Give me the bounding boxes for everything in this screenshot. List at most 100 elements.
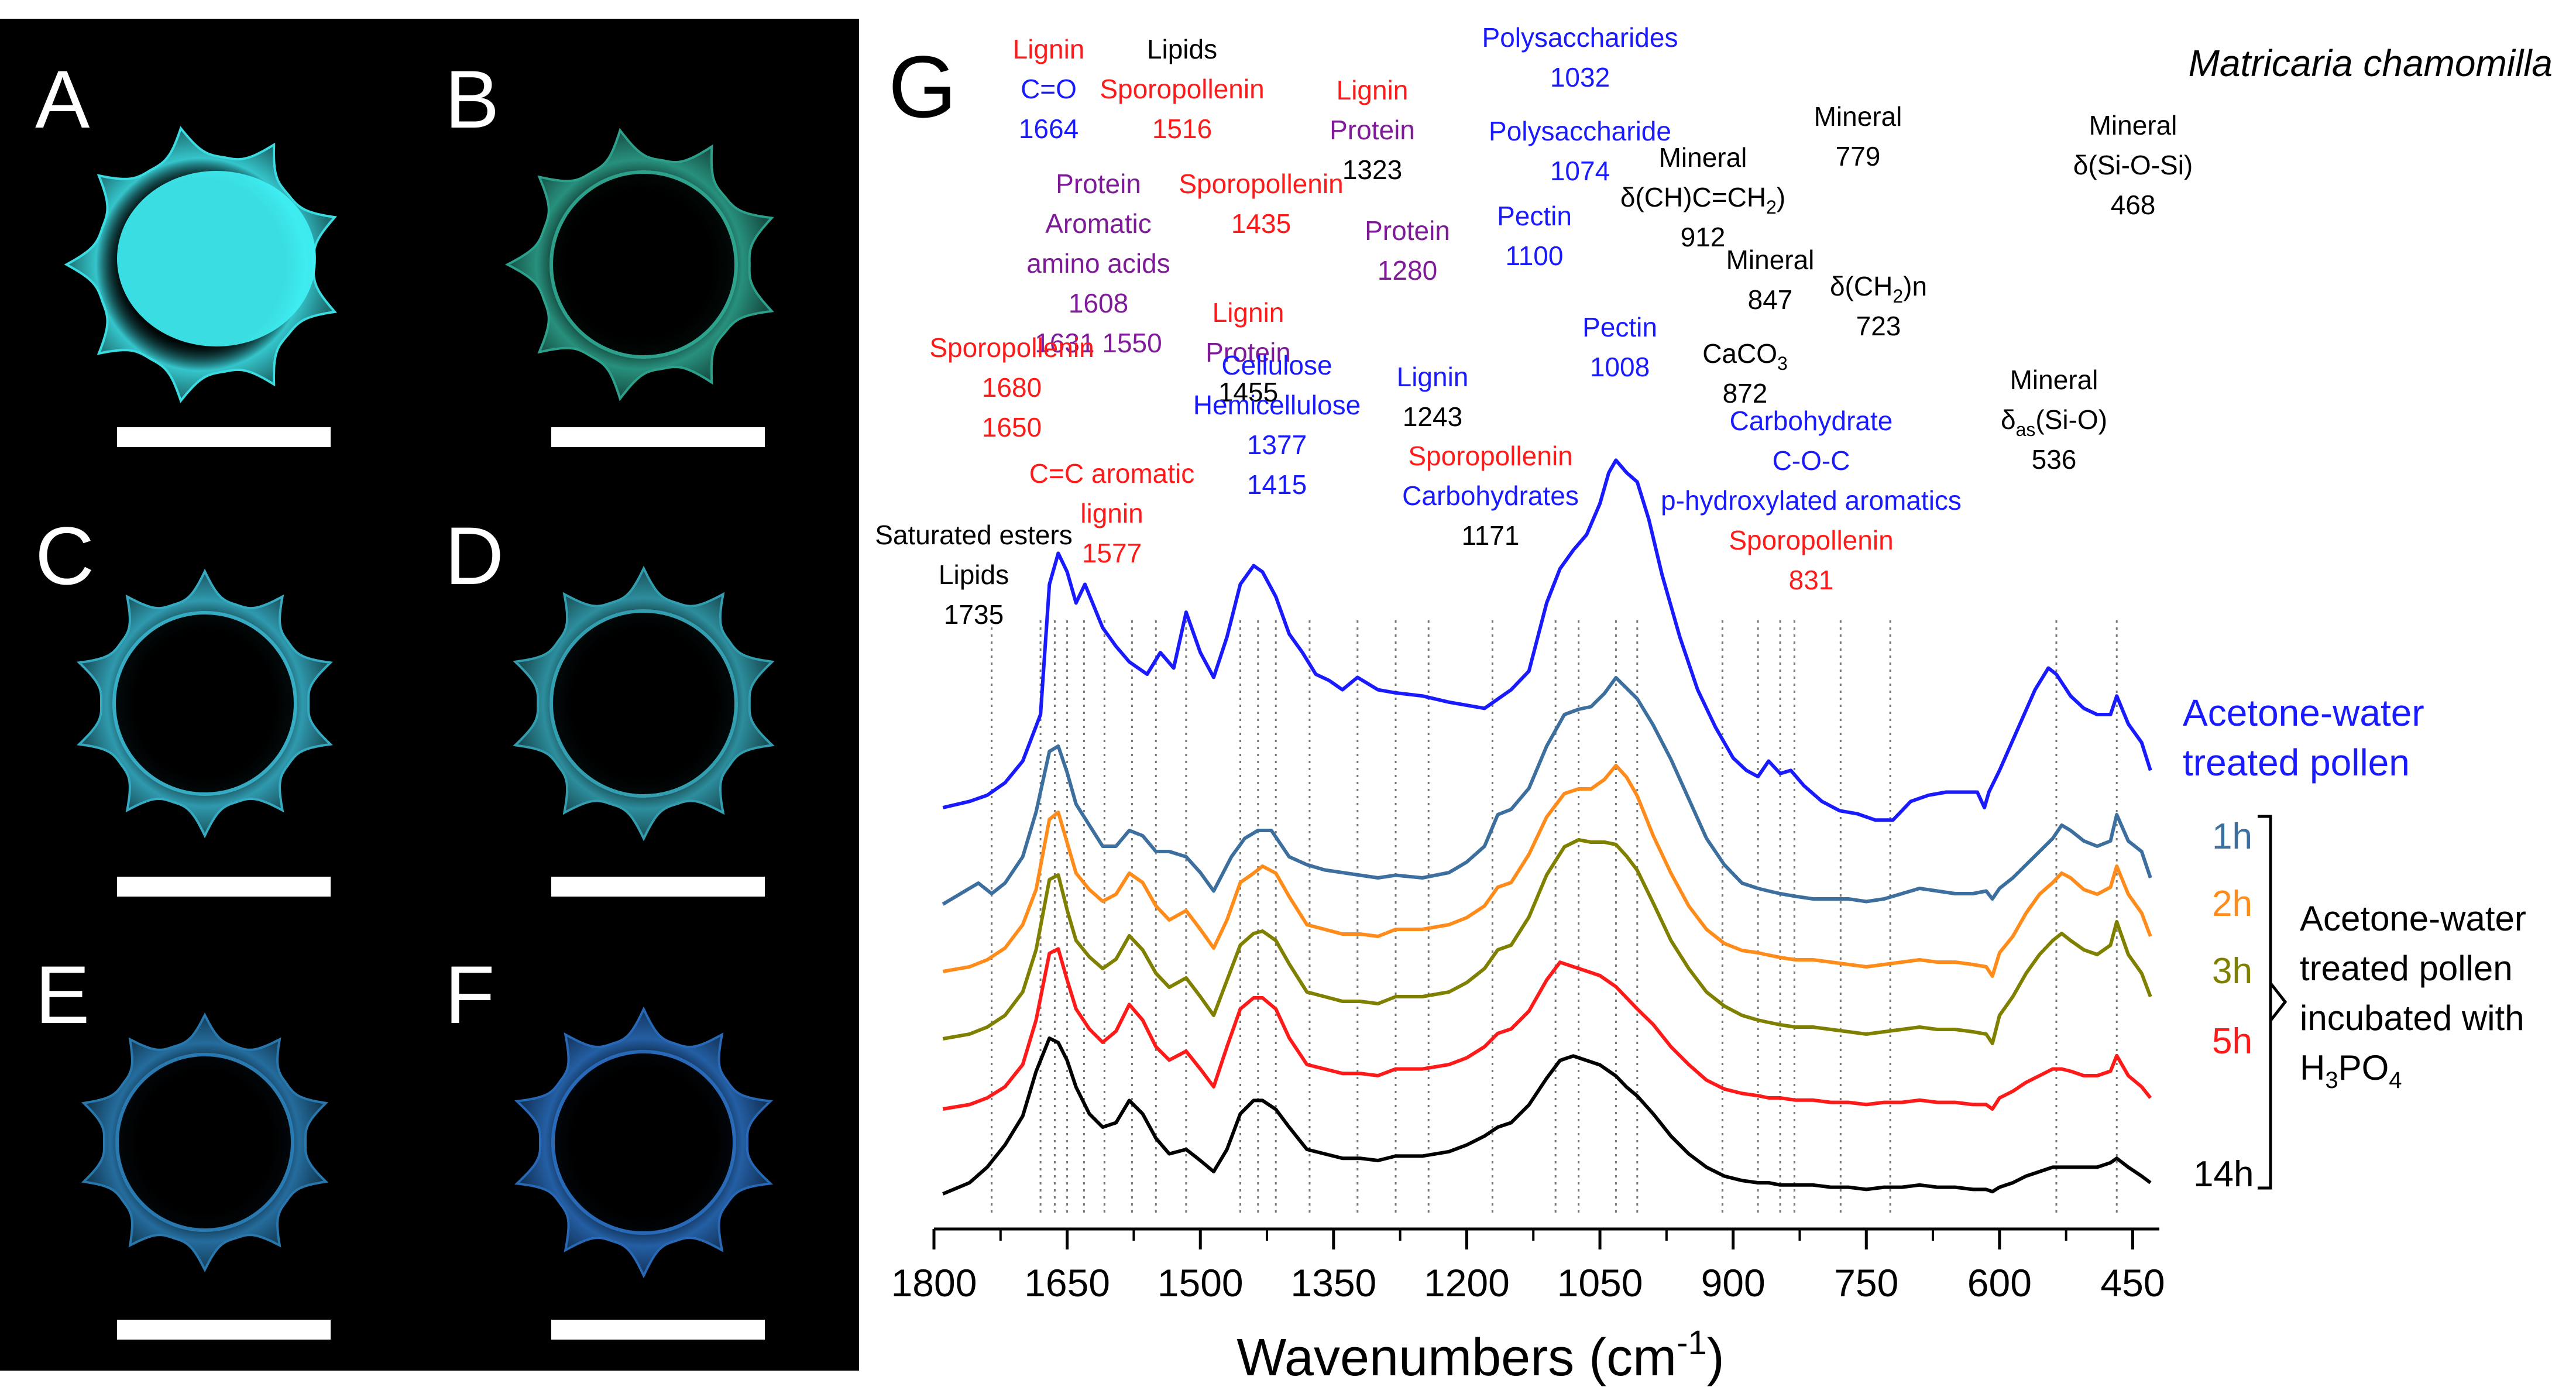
micrograph-panel: [0, 19, 859, 1371]
series-labels: Acetone-water treated pollen 1h 2h 3h 5h 14h: [2183, 692, 2424, 1194]
annotation-14-line-2: 1650: [982, 412, 1042, 442]
x-tick-label-450: 450: [2100, 1261, 2165, 1304]
panel-label-c: C: [35, 510, 95, 602]
annotation-22-line-0: Mineral: [2010, 365, 2098, 395]
x-tick-label-1800: 1800: [891, 1261, 977, 1304]
annotation-23-line-0: C=C aromatic: [1029, 458, 1194, 489]
annotation-11-line-1: 1280: [1378, 255, 1437, 286]
annotation-3-line-1: 1032: [1550, 62, 1610, 92]
annotation-1-line-0: Lipids: [1147, 34, 1217, 64]
bracket-label-line-2: treated pollen: [2300, 949, 2513, 988]
x-tick-label-1500: 1500: [1158, 1261, 1244, 1304]
scale-bar-b: [551, 427, 765, 447]
bracket-brace: [2269, 982, 2288, 1022]
bracket-label-line-1: Acetone-water: [2300, 899, 2526, 938]
annotation-16-line-1: 1243: [1403, 401, 1462, 432]
annotation-2-line-0: Lignin: [1337, 75, 1409, 105]
annotation-0-line-1: C=O: [1021, 74, 1077, 104]
annotation-21-line-1: C-O-C: [1773, 445, 1850, 476]
series-line-2: [942, 764, 2152, 978]
x-tick-label-600: 600: [1967, 1261, 2032, 1304]
annotation-0-line-2: 1664: [1019, 114, 1079, 144]
annotation-6-line-2: 912: [1681, 222, 1726, 252]
bracket: [2258, 815, 2272, 1190]
annotation-7-line-1: 779: [1836, 141, 1881, 171]
scale-bar-d: [551, 877, 765, 897]
panel-label-e: E: [35, 949, 90, 1041]
x-tick-label-1650: 1650: [1024, 1261, 1110, 1304]
annotation-18-line-0: CaCO3: [1702, 338, 1788, 374]
annotation-2-line-2: 1323: [1342, 155, 1402, 185]
x-tick-label-750: 750: [1834, 1261, 1898, 1304]
annotation-11-line-0: Protein: [1365, 215, 1450, 246]
annotation-20-line-1: Carbohydrates: [1402, 480, 1579, 511]
annotation-9-line-0: Protein: [1056, 169, 1141, 199]
x-axis-label: Wavenumbers (cm-1): [1237, 1324, 1724, 1387]
series-line-0: [942, 458, 2152, 822]
annotation-14-line-1: 1680: [982, 372, 1042, 403]
series-label-4: 5h: [2212, 1021, 2252, 1062]
series-label-0-line-0: Acetone-water: [2183, 692, 2424, 734]
annotation-10-line-0: Sporopollenin: [1179, 169, 1343, 199]
annotation-21-line-4: 831: [1789, 565, 1834, 595]
scale-bar-e: [117, 1320, 331, 1340]
band-annotations: Lignin C=O 1664 Lipids Sporopollenin 1516 Lign…: [875, 22, 2193, 630]
annotation-20-line-0: Sporopollenin: [1408, 441, 1572, 471]
annotation-4-line-1: 1074: [1550, 156, 1610, 186]
panel-label-f: F: [445, 949, 495, 1041]
annotation-7-line-0: Mineral: [1814, 101, 1902, 132]
annotation-9-line-3: 1608: [1069, 288, 1128, 318]
annotation-15-line-1: Protein: [1205, 337, 1291, 368]
annotation-15-line-2: 1455: [1218, 377, 1278, 407]
annotation-17-line-1: 1008: [1590, 352, 1650, 382]
annotation-19-line-0: Cellulose: [1221, 350, 1332, 380]
series-label-2: 2h: [2212, 884, 2252, 924]
band-guide-lines: [991, 620, 2118, 1214]
annotation-5-line-0: Pectin: [1497, 201, 1572, 231]
panel-label-g: G: [888, 37, 957, 136]
annotation-24-line-0: Saturated esters: [875, 520, 1073, 550]
annotation-12-line-0: Mineral: [1726, 245, 1815, 275]
series-line-3: [942, 838, 2152, 1045]
series-line-5: [942, 1036, 2152, 1196]
annotation-4-line-0: Polysaccharide: [1489, 116, 1671, 146]
annotation-6-line-0: Mineral: [1659, 142, 1747, 173]
bracket-formula: H3PO4: [2300, 1048, 2402, 1093]
annotation-8-line-2: 468: [2111, 190, 2156, 220]
x-tick-label-1050: 1050: [1557, 1261, 1643, 1304]
annotation-13-line-0: δ(CH2)n: [1830, 271, 1927, 307]
x-axis: 1800 1650 1500 1350 1200 1050 900 750 600 450: [891, 1227, 2165, 1304]
panel-label-b: B: [445, 53, 500, 145]
annotation-21-line-3: Sporopollenin: [1729, 525, 1893, 555]
annotation-9-line-2: amino acids: [1026, 248, 1170, 279]
annotation-22-line-2: 536: [2032, 444, 2077, 475]
annotation-9-line-4: 1631 1550: [1035, 328, 1162, 358]
annotation-10-line-1: 1435: [1231, 208, 1291, 239]
series-label-3: 3h: [2212, 951, 2252, 991]
annotation-3-line-0: Polysaccharides: [1482, 22, 1678, 53]
scale-bar-c: [117, 877, 331, 897]
annotation-21-line-0: Carbohydrate: [1730, 406, 1893, 436]
x-tick-label-900: 900: [1701, 1261, 1766, 1304]
chart-title: Matricaria chamomilla: [2189, 42, 2553, 84]
annotation-9-line-1: Aromatic: [1045, 208, 1151, 239]
scale-bar-f: [551, 1320, 765, 1340]
annotation-1-line-2: 1516: [1152, 114, 1212, 144]
annotation-19-line-2: 1377: [1247, 430, 1307, 460]
annotation-0-line-0: Lignin: [1013, 34, 1085, 64]
annotation-8-line-0: Mineral: [2089, 110, 2177, 140]
annotation-18-line-1: 872: [1723, 378, 1768, 408]
x-tick-label-1200: 1200: [1424, 1261, 1510, 1304]
annotation-1-line-1: Sporopollenin: [1100, 74, 1264, 104]
scale-bar-a: [117, 427, 331, 447]
annotation-23-line-1: lignin: [1080, 498, 1143, 528]
annotation-15-line-0: Lignin: [1213, 297, 1284, 328]
annotation-8-line-1: δ(Si-O-Si): [2073, 150, 2193, 180]
series-label-5: 14h: [2193, 1154, 2254, 1194]
x-tick-label-1350: 1350: [1290, 1261, 1376, 1304]
annotation-23-line-2: 1577: [1082, 538, 1142, 568]
series-line-1: [942, 676, 2152, 906]
series-label-1: 1h: [2212, 816, 2252, 857]
annotation-19-line-1: Hemicellulose: [1193, 390, 1361, 420]
